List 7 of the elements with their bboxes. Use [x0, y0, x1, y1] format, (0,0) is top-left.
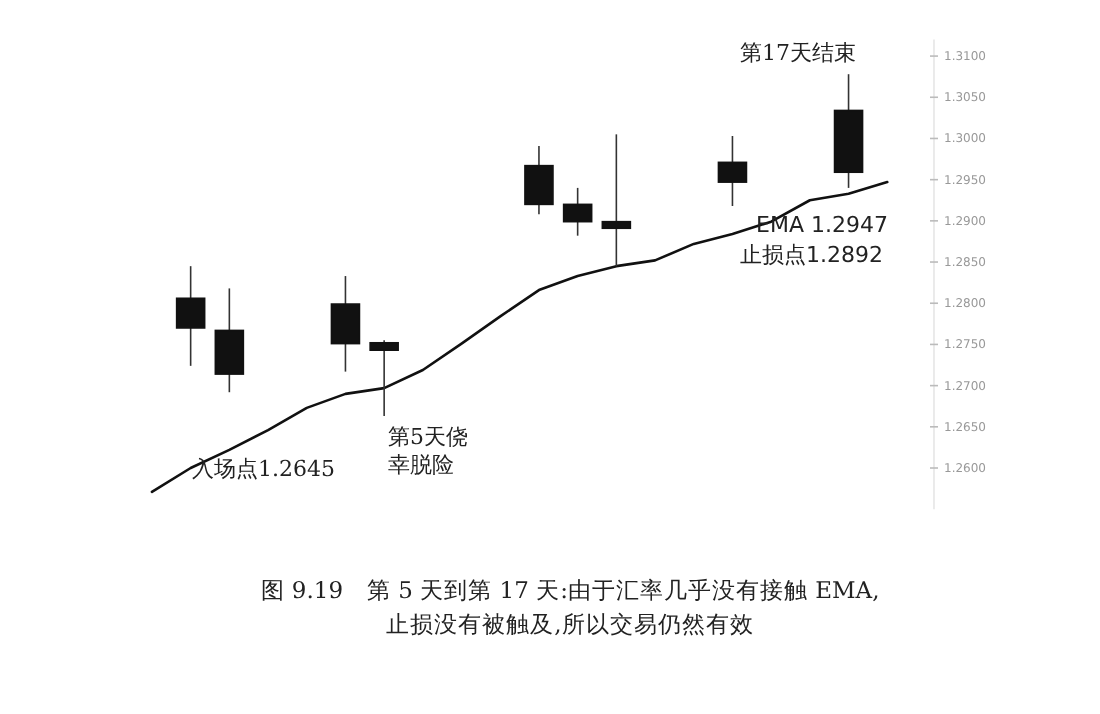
line-series	[150, 180, 889, 494]
annotation: EMA 1.2947	[756, 212, 888, 240]
annotation: 第17天结束	[740, 40, 856, 68]
annotation: 入场点1.2645	[192, 456, 335, 484]
annotation: 止损点1.2892	[740, 242, 883, 270]
text: 图 9.19 第 5 天到第 17 天:由于汇率几乎没有接触 EMA,止损没有被触及,所以交易仍然有效	[260, 574, 880, 642]
annotation: 第5天侥幸脱险	[388, 424, 470, 480]
